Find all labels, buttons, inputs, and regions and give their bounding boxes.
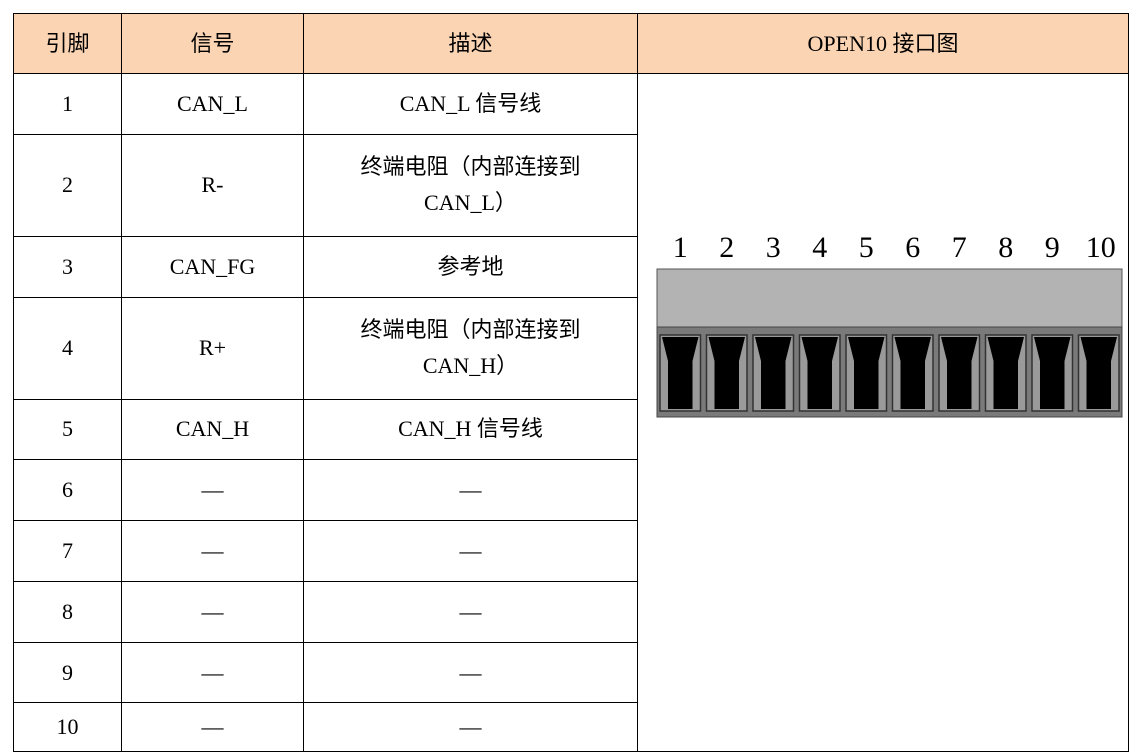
description-line: — — [459, 477, 482, 503]
description-cell: CAN_L 信号线 — [303, 73, 638, 135]
signal-cell: — — [121, 520, 304, 582]
description-line: CAN_L） — [424, 190, 517, 216]
description-line: — — [459, 714, 482, 740]
description-line: CAN_L 信号线 — [399, 90, 542, 116]
pin-cell: 5 — [13, 398, 122, 461]
header-cell: 信号 — [121, 13, 304, 74]
slot-hole — [801, 337, 838, 409]
table-row: 1 CAN_L CAN_L 信号线 1 2 3 4 5 6 7 8 9 10 — [13, 73, 1129, 752]
signal-cell: R- — [121, 133, 304, 237]
connector-diagram: 1 2 3 4 5 6 7 8 9 10 — [656, 231, 1122, 418]
pin-number: 5 — [858, 231, 873, 264]
table-row: 4 R+ 终端电阻（内部连接到 CAN_H） — [13, 296, 1129, 400]
description-line: — — [459, 598, 482, 624]
slot-hole — [1080, 337, 1117, 409]
pin-cell: 9 — [13, 641, 122, 704]
table-row: 3 CAN_FG 参考地 — [13, 235, 1129, 298]
pin-number: 3 — [765, 231, 780, 264]
description-cell: — — [303, 520, 638, 582]
description-line: 终端电阻（内部连接到 — [360, 154, 581, 180]
description-line: CAN_H 信号线 — [398, 416, 543, 442]
pin-number: 10 — [1085, 231, 1115, 264]
description-cell: — — [303, 459, 638, 522]
table-row: 8— — — [13, 580, 1129, 643]
header-cell: OPEN10 接口图 — [637, 13, 1129, 74]
pin-number: 7 — [951, 231, 966, 264]
pin-cell: 7 — [13, 520, 122, 582]
table-row: 7— — — [13, 520, 1129, 582]
pin-cell: 6 — [13, 459, 122, 522]
slot-hole — [987, 337, 1024, 409]
pin-number: 2 — [719, 231, 734, 264]
pin-number: 8 — [998, 231, 1013, 264]
signal-cell: R+ — [121, 296, 304, 400]
description-line: 终端电阻（内部连接到 — [360, 317, 581, 343]
table-row: 9— — — [13, 641, 1129, 704]
pin-number: 4 — [812, 231, 827, 264]
header-cell: 描述 — [303, 13, 638, 74]
pin-cell: 1 — [13, 73, 122, 135]
slot-hole — [661, 337, 698, 409]
pin-cell: 2 — [13, 133, 122, 237]
pin-cell: 3 — [13, 235, 122, 298]
signal-cell: CAN_FG — [121, 235, 304, 298]
slot-hole — [1033, 337, 1070, 409]
description-cell: — — [303, 580, 638, 643]
description-line: — — [459, 659, 482, 685]
slot-hole — [847, 337, 884, 409]
description-cell: CAN_H 信号线 — [303, 398, 638, 461]
signal-cell: — — [121, 641, 304, 704]
table-row: 6— — — [13, 459, 1129, 522]
description-cell: 终端电阻（内部连接到 CAN_H） — [303, 296, 638, 400]
pin-cell: 10 — [13, 702, 122, 752]
description-cell: — — [303, 702, 638, 752]
signal-cell: — — [121, 580, 304, 643]
description-cell: 参考地 — [303, 235, 638, 298]
description-line: 参考地 — [437, 253, 504, 279]
signal-cell: CAN_H — [121, 398, 304, 461]
description-line: — — [459, 538, 482, 564]
slot-hole — [708, 337, 745, 409]
pin-number: 6 — [905, 231, 920, 264]
slot-hole — [754, 337, 791, 409]
diagram-cell: 1 2 3 4 5 6 7 8 9 10 — [637, 73, 1129, 752]
header-cell: 引脚 — [13, 13, 122, 74]
pin-cell: 8 — [13, 580, 122, 643]
signal-cell: — — [121, 702, 304, 752]
description-cell: 终端电阻（内部连接到 CAN_L） — [303, 133, 638, 237]
connector-top — [656, 268, 1122, 328]
signal-cell: CAN_L — [121, 73, 304, 135]
header-row: 引脚 信号 描述 OPEN10 接口图 — [13, 13, 1129, 74]
description-line: CAN_H） — [422, 353, 519, 379]
signal-cell: — — [121, 459, 304, 522]
pin-table: 引脚 信号 描述 OPEN10 接口图 1 CAN_L CAN_L 信号线 1 2 3 4 5 6 7 8 9… — [13, 13, 1129, 752]
pin-cell: 4 — [13, 296, 122, 400]
pin-number: 1 — [672, 231, 687, 264]
description-cell: — — [303, 641, 638, 704]
table-row: 5 CAN_H CAN_H 信号线 — [13, 398, 1129, 461]
table-row: 2 R- 终端电阻（内部连接到 CAN_L） — [13, 133, 1129, 237]
pin-number: 9 — [1044, 231, 1059, 264]
slot-hole — [894, 337, 931, 409]
slot-hole — [940, 337, 977, 409]
